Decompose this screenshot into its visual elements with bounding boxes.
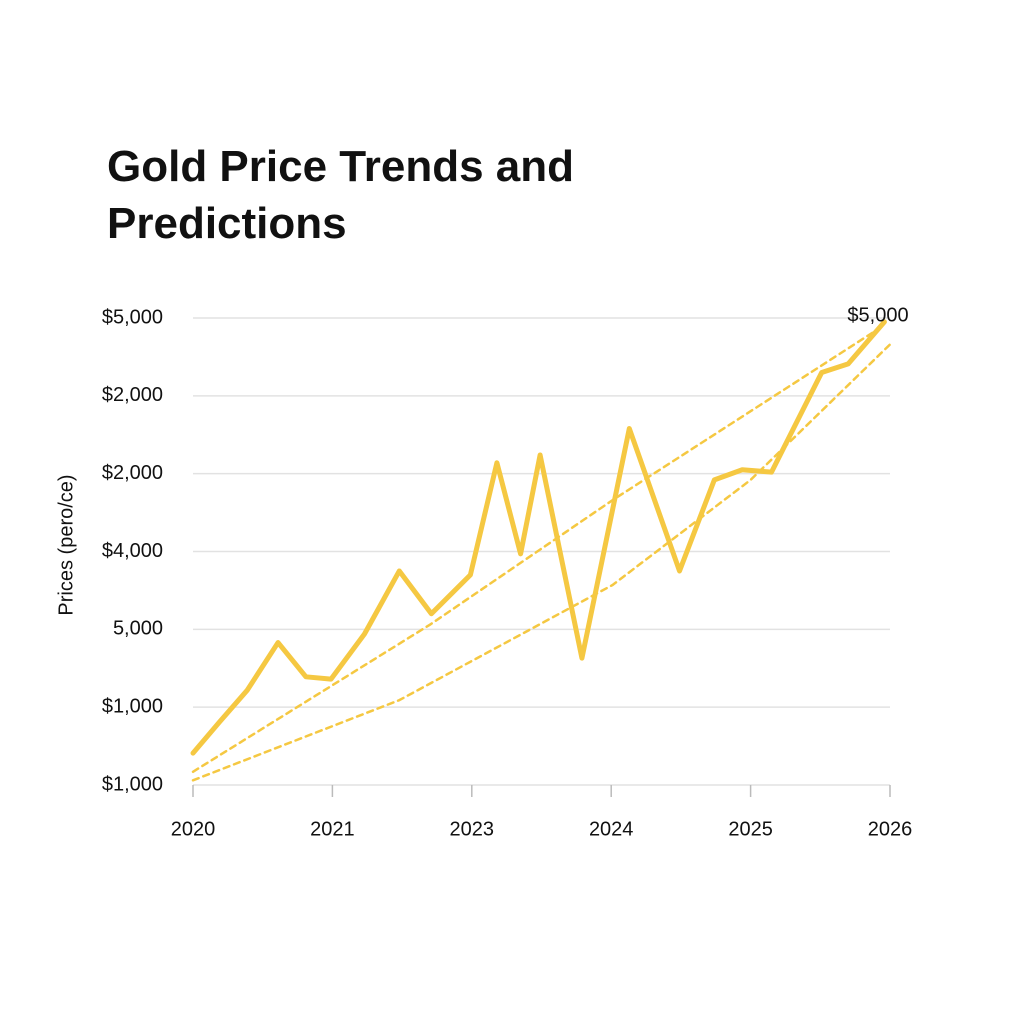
y-tick-label: $1,000 bbox=[102, 773, 163, 795]
y-tick-label: $2,000 bbox=[102, 384, 163, 406]
trend-line bbox=[191, 323, 886, 774]
x-tick-label: 2020 bbox=[171, 818, 216, 840]
trend-line bbox=[191, 343, 892, 782]
y-tick-label: 5,000 bbox=[113, 618, 163, 640]
x-tick-label: 2024 bbox=[589, 818, 634, 840]
price-line bbox=[190, 319, 887, 756]
x-tick-label: 2023 bbox=[450, 818, 495, 840]
y-tick-label: $2,000 bbox=[102, 462, 163, 484]
annotation: $5,000 bbox=[847, 304, 908, 326]
y-tick-label: $4,000 bbox=[102, 540, 163, 562]
y-axis-label: Prices (pero/ce) bbox=[55, 474, 77, 615]
x-tick-label: 2026 bbox=[868, 818, 913, 840]
y-tick-label: $5,000 bbox=[102, 306, 163, 328]
x-tick-label: 2025 bbox=[728, 818, 773, 840]
chart-title: Gold Price Trends and Predictions bbox=[107, 142, 575, 248]
y-tick-label: $1,000 bbox=[102, 695, 163, 717]
x-tick-label: 2021 bbox=[310, 818, 355, 840]
